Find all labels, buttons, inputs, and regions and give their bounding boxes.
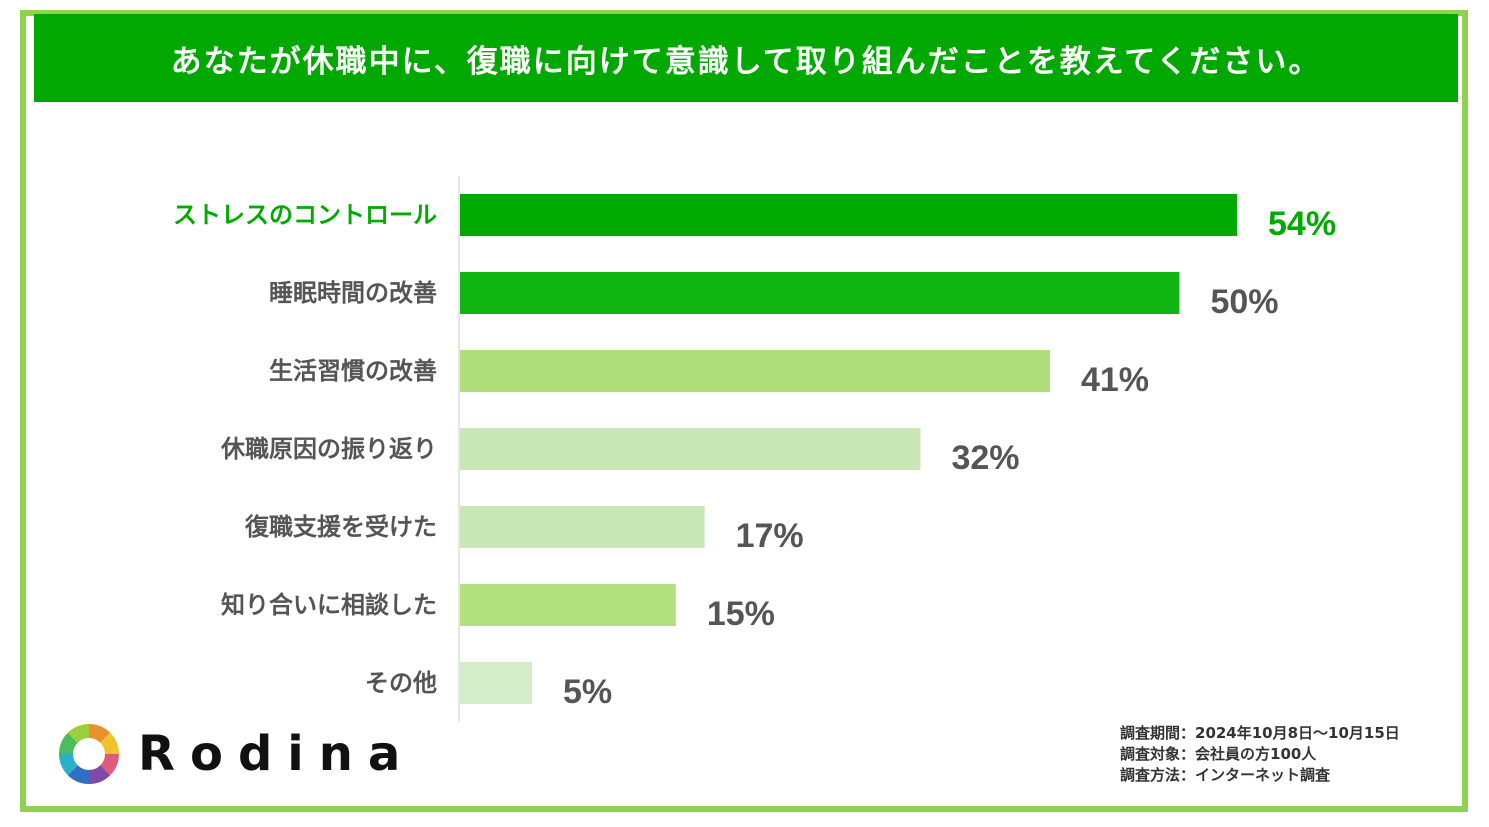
bar [460,194,1237,236]
value-label: 41% [1081,361,1149,399]
value-label: 32% [951,439,1019,477]
chart-frame [20,10,1468,812]
category-label: 睡眠時間の改善 [269,279,437,307]
survey-target: 調査対象：会社員の方100人 [1120,745,1317,763]
category-label: 休職原因の振り返り [220,435,437,463]
bar [460,272,1180,314]
category-label: その他 [365,669,437,697]
bar [460,428,921,470]
header-banner: あなたが休職中に、復職に向けて意識して取り組んだことを教えてください。 [34,14,1458,102]
bar [460,584,676,626]
survey-period: 調査期間：2024年10月8日～10月15日 [1120,724,1400,742]
chart-title: あなたが休職中に、復職に向けて意識して取り組んだことを教えてください。 [170,43,1322,80]
value-label: 50% [1210,283,1278,321]
bar [460,350,1050,392]
value-label: 54% [1268,205,1336,243]
category-label: 生活習慣の改善 [269,357,437,385]
survey-method: 調査方法：インターネット調査 [1120,766,1331,784]
bar [460,662,532,704]
category-label: 知り合いに相談した [221,591,437,619]
logo: Rodina [58,722,415,786]
survey-info: 調査期間：2024年10月8日～10月15日 調査対象：会社員の方100人 調査… [1120,723,1400,786]
value-label: 17% [736,517,804,555]
value-label: 5% [563,673,612,711]
category-label: 復職支援を受けた [244,513,437,541]
bar [460,506,705,548]
value-label: 15% [707,595,775,633]
logo-text: Rodina [138,726,416,782]
category-label: ストレスのコントロール [173,201,437,229]
rodina-logo-icon [59,724,119,784]
